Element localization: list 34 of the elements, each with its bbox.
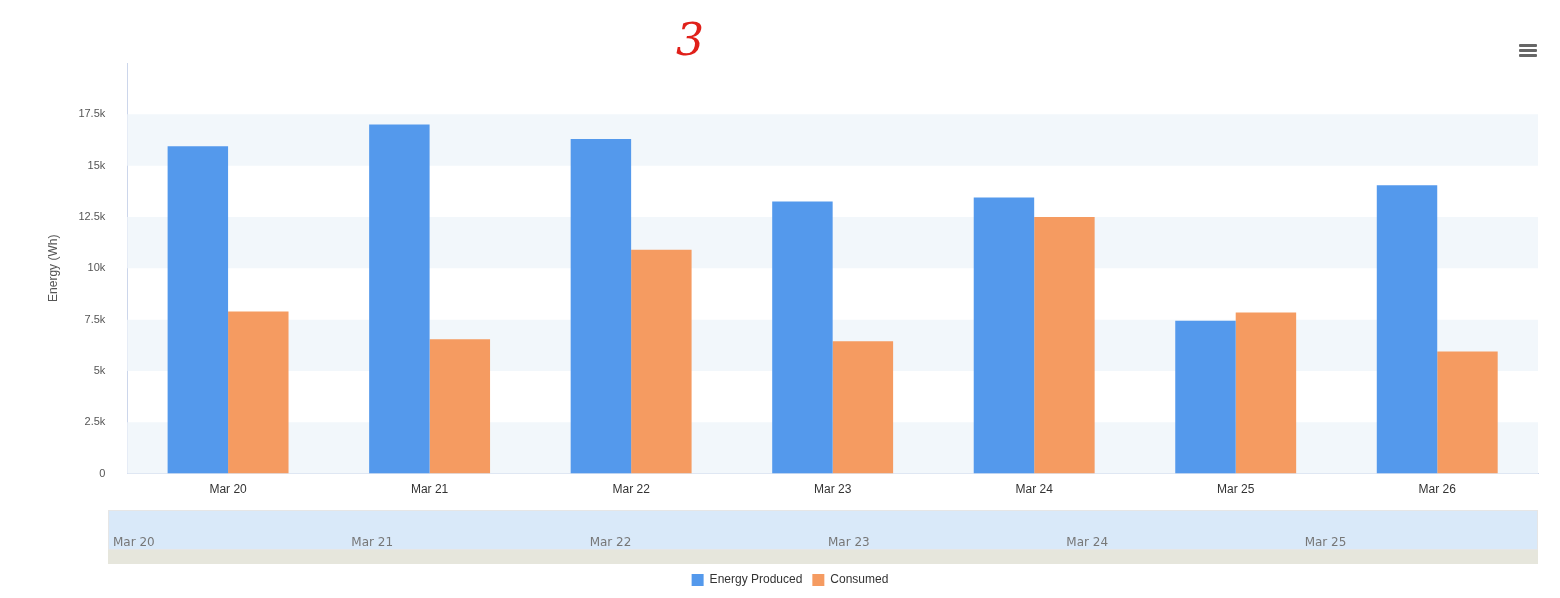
- x-tick-label: Mar 21: [410, 482, 449, 497]
- bar: [429, 339, 491, 474]
- x-tick-label: Mar 26: [1418, 482, 1457, 497]
- y-tick-label: 12.5k: [78, 210, 106, 223]
- bar: [973, 197, 1035, 474]
- bar: [228, 311, 289, 474]
- y-tick-label: 15k: [87, 158, 106, 171]
- y-axis-title: Energy (Wh): [45, 234, 60, 302]
- bar: [369, 124, 430, 474]
- bar: [631, 249, 692, 474]
- bar: [570, 138, 632, 474]
- y-tick-label: 0: [99, 466, 106, 479]
- bar: [1175, 320, 1236, 474]
- bar: [1376, 185, 1438, 474]
- x-tick-label: Mar 24: [1015, 482, 1054, 497]
- x-tick-label: Mar 25: [1217, 482, 1255, 497]
- bar: [832, 341, 894, 474]
- x-tick-label: Mar 22: [612, 482, 651, 497]
- bar: [772, 201, 833, 474]
- y-tick-label: 2.5k: [84, 415, 106, 428]
- x-tick-label: Mar 23: [813, 482, 852, 497]
- annotation: 3: [676, 14, 704, 66]
- bar: [167, 146, 229, 474]
- y-tick-label: 10k: [87, 261, 106, 274]
- y-tick-label: 17.5k: [78, 107, 106, 120]
- legend-label: Consumed: [830, 572, 889, 587]
- y-tick-label: 7.5k: [84, 312, 106, 325]
- bar: [1235, 312, 1297, 474]
- bar: [1437, 351, 1498, 474]
- x-tick-label: Mar 20: [209, 482, 248, 497]
- legend-label: Energy Produced: [709, 572, 803, 587]
- y-tick-label: 5k: [93, 363, 106, 376]
- range-navigator: Mar 20 Mar 21 Mar 22 Mar 23 Mar 24 Mar 25: [108, 510, 1538, 550]
- bar: [1034, 216, 1095, 474]
